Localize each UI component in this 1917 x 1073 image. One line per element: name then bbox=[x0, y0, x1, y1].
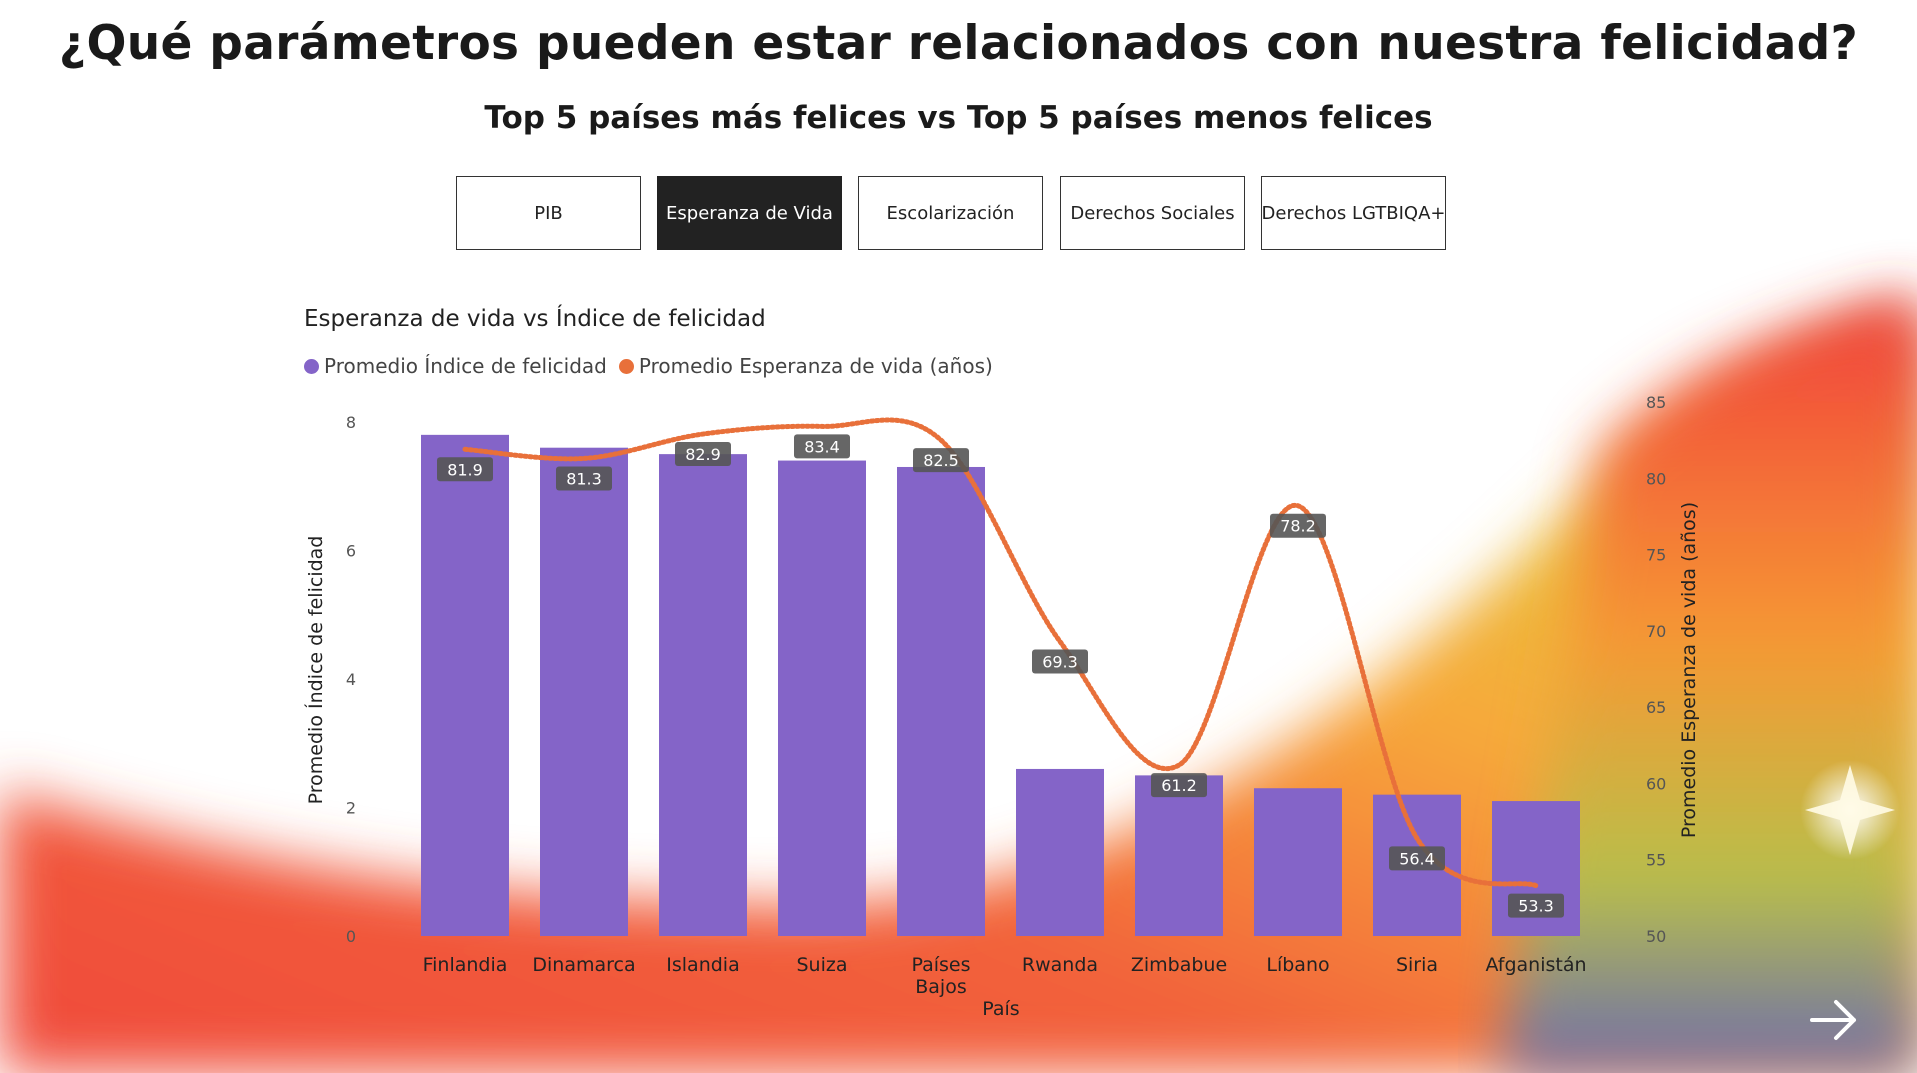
y-tick-left: 2 bbox=[346, 799, 356, 818]
tab-pib[interactable]: PIB bbox=[456, 176, 641, 250]
x-tick-label: Islandia bbox=[666, 954, 739, 976]
tab-esperanza-de-vida[interactable]: Esperanza de Vida bbox=[657, 176, 842, 250]
data-label-esperanza: 69.3 bbox=[1042, 653, 1078, 672]
x-tick-label: Siria bbox=[1396, 954, 1438, 976]
y-tick-left: 4 bbox=[346, 670, 356, 689]
x-tick-label: Suiza bbox=[797, 954, 848, 976]
x-tick-label: Rwanda bbox=[1022, 954, 1098, 976]
x-tick-label: Líbano bbox=[1266, 954, 1329, 976]
next-page-arrow-icon[interactable] bbox=[1806, 992, 1862, 1048]
bar-felicidad bbox=[897, 466, 985, 936]
legend-item-felicidad: Promedio Índice de felicidad bbox=[304, 354, 607, 378]
bar-felicidad bbox=[1016, 768, 1104, 936]
x-axis-title: País bbox=[982, 998, 1020, 1020]
legend-item-esperanza: Promedio Esperanza de vida (años) bbox=[618, 354, 993, 378]
bar-felicidad bbox=[421, 434, 509, 936]
data-label-esperanza: 82.5 bbox=[923, 451, 959, 470]
data-label-esperanza: 81.3 bbox=[566, 469, 602, 488]
y-tick-left: 8 bbox=[346, 413, 356, 432]
chart-title: Esperanza de vida vs Índice de felicidad bbox=[304, 306, 766, 332]
bar-felicidad bbox=[1135, 775, 1223, 936]
x-tick-label: Dinamarca bbox=[532, 954, 635, 976]
y-tick-right: 65 bbox=[1646, 698, 1666, 717]
y-tick-right: 85 bbox=[1646, 393, 1666, 412]
chart-legend: Promedio Índice de felicidad Promedio Es… bbox=[304, 354, 1005, 378]
data-label-esperanza: 83.4 bbox=[804, 437, 840, 456]
x-tick-label: Afganistán bbox=[1485, 954, 1586, 976]
page-title: ¿Qué parámetros pueden estar relacionado… bbox=[58, 16, 1859, 71]
y-tick-left: 0 bbox=[346, 927, 356, 946]
tab-escolarizacion[interactable]: Escolarización bbox=[858, 176, 1043, 250]
legend-label-esperanza: Promedio Esperanza de vida (años) bbox=[638, 354, 993, 378]
data-label-esperanza: 53.3 bbox=[1518, 897, 1554, 916]
data-label-esperanza: 61.2 bbox=[1161, 776, 1197, 795]
bar-felicidad bbox=[1254, 788, 1342, 936]
legend-swatch-felicidad bbox=[304, 358, 319, 374]
legend-label-felicidad: Promedio Índice de felicidad bbox=[324, 354, 607, 378]
y-tick-right: 55 bbox=[1646, 851, 1666, 870]
page-subtitle: Top 5 países más felices vs Top 5 países… bbox=[484, 100, 1433, 136]
x-tick-label: Zimbabue bbox=[1131, 954, 1227, 976]
data-label-esperanza: 82.9 bbox=[685, 445, 721, 464]
y-axis-title-right: Promedio Esperanza de vida (años) bbox=[1678, 501, 1700, 839]
tab-derechos-lgtbiqa[interactable]: Derechos LGTBIQA+ bbox=[1261, 176, 1446, 250]
y-tick-right: 70 bbox=[1646, 622, 1666, 641]
data-label-esperanza: 56.4 bbox=[1399, 849, 1435, 868]
y-tick-right: 60 bbox=[1646, 774, 1666, 793]
y-tick-right: 75 bbox=[1646, 546, 1666, 565]
bar-felicidad bbox=[778, 460, 866, 936]
x-tick-label: Finlandia bbox=[423, 954, 508, 976]
y-tick-right: 50 bbox=[1646, 927, 1666, 946]
y-tick-right: 80 bbox=[1646, 469, 1666, 488]
x-tick-label: Países Bajos bbox=[911, 954, 970, 998]
tab-derechos-sociales[interactable]: Derechos Sociales bbox=[1060, 176, 1245, 250]
y-axis-title-left: Promedio Índice de felicidad bbox=[305, 535, 327, 805]
legend-swatch-esperanza bbox=[618, 358, 634, 374]
data-label-esperanza: 81.9 bbox=[447, 460, 483, 479]
y-tick-left: 6 bbox=[346, 542, 356, 561]
bar-felicidad bbox=[659, 454, 747, 936]
bar-felicidad bbox=[540, 447, 628, 936]
data-label-esperanza: 78.2 bbox=[1280, 517, 1316, 536]
